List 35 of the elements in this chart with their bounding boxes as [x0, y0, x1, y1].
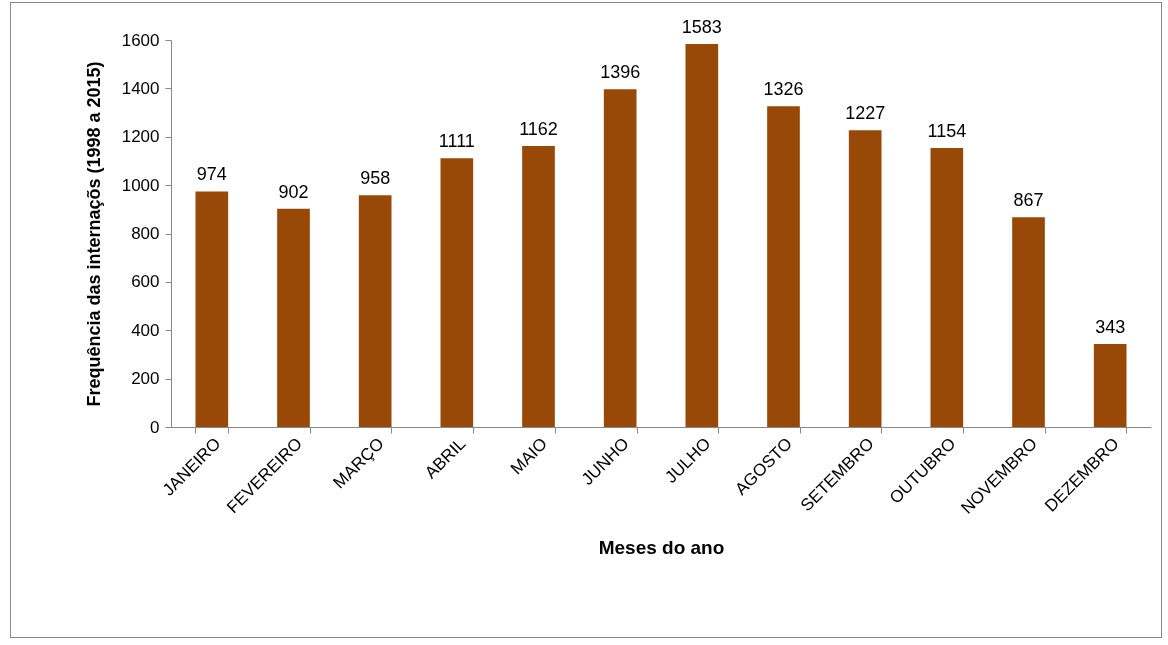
bar — [522, 145, 555, 427]
y-tick-label: 1000 — [121, 175, 160, 195]
y-tick-label: 800 — [131, 224, 160, 243]
y-tick-label: 1200 — [121, 127, 160, 147]
data-label: 1396 — [600, 62, 641, 83]
data-label: 958 — [360, 168, 391, 189]
data-label: 1162 — [519, 118, 558, 139]
data-label: 1111 — [438, 131, 475, 152]
data-label: 343 — [1095, 317, 1126, 338]
data-label: 902 — [278, 181, 309, 202]
data-label: 1583 — [681, 17, 722, 38]
bar — [277, 208, 310, 427]
y-tick-label: 1400 — [121, 78, 160, 98]
bar — [1093, 344, 1127, 427]
y-tick-label: 400 — [131, 320, 160, 340]
y-tick-label: 0 — [150, 417, 160, 437]
data-label: 974 — [196, 164, 227, 185]
bar — [440, 158, 474, 427]
y-axis-title: Frequência das internaçõs (1998 a 2015) — [83, 61, 104, 407]
data-label: 1227 — [845, 103, 886, 124]
x-axis-title: Meses do ano — [598, 536, 725, 558]
bar — [767, 106, 800, 427]
bar — [358, 195, 392, 427]
data-label: 1326 — [763, 79, 804, 100]
y-tick-label: 1600 — [121, 30, 160, 50]
data-label: 1154 — [927, 120, 967, 141]
bar — [930, 147, 964, 427]
data-label: 867 — [1013, 190, 1044, 211]
bar — [685, 44, 719, 427]
bar — [603, 89, 637, 427]
bar — [195, 191, 229, 427]
bar — [848, 130, 882, 427]
y-tick-label: 600 — [131, 272, 160, 292]
bar — [1012, 217, 1045, 427]
y-tick-label: 200 — [131, 369, 160, 389]
